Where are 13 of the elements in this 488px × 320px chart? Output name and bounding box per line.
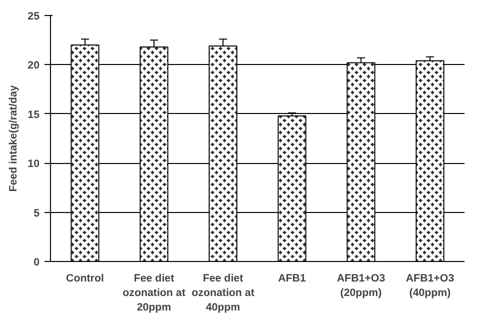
x-tick-label: AFB1+O3 (40ppm) bbox=[406, 272, 454, 299]
x-tick-label: AFB1 bbox=[278, 272, 306, 284]
y-axis-title: Feed intake(g/rat/day bbox=[8, 85, 20, 192]
x-tick-label: Control bbox=[66, 272, 104, 284]
y-tick-label: 20 bbox=[28, 60, 40, 72]
x-tick-label: Fee diet ozonation at 40ppm bbox=[192, 272, 255, 314]
y-tick-label: 10 bbox=[28, 158, 40, 170]
y-tick-label: 15 bbox=[28, 108, 40, 121]
y-tick-label: 5 bbox=[34, 207, 40, 220]
y-tick-label: 0 bbox=[34, 256, 40, 268]
x-tick-label: Fee diet ozonation at 20ppm bbox=[122, 272, 186, 314]
x-tick-label: AFB1+O3 (20ppm) bbox=[336, 272, 386, 299]
y-tick-label: 25 bbox=[28, 10, 40, 22]
